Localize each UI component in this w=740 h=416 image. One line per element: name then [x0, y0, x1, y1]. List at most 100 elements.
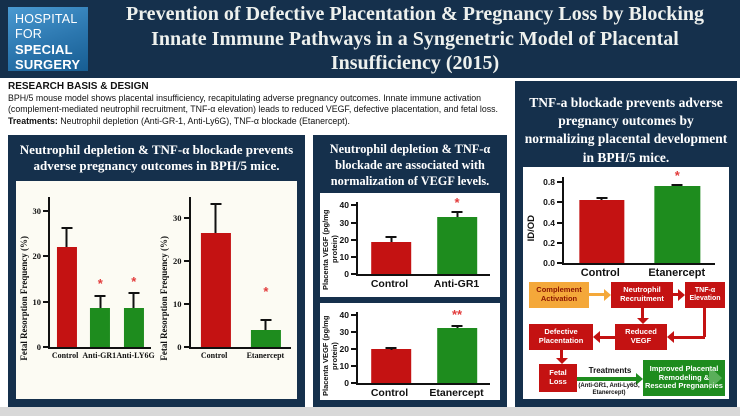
bar-Control	[371, 242, 411, 274]
panel-fetal-resorption: Neutrophil depletion & TNF-α blockade pr…	[8, 135, 305, 407]
vegf-chart-etanercept-box: Placenta VEGF (pg/mg protein) 0 10 20 30 40 *…	[320, 303, 500, 400]
x-axis-labels: Control Etanercept	[189, 349, 292, 364]
chart-fetal-resorption-etanercept: Fetal Resorption Frequency (%) 0 10 20 30 * …	[157, 181, 298, 399]
y-tick-label: 10	[339, 251, 349, 262]
y-axis-label: ID/OD	[526, 215, 537, 242]
y-tick-label: 30	[32, 205, 42, 216]
x-axis-label-Etanercept: Etanercept	[429, 387, 484, 400]
y-tick-label: 10	[339, 361, 349, 372]
research-basis-section: RESEARCH BASIS & DESIGN BPH/5 mouse mode…	[8, 81, 510, 127]
y-tick: 20	[33, 251, 48, 261]
research-heading: RESEARCH BASIS & DESIGN	[8, 81, 149, 92]
y-tick-label: 40	[339, 200, 349, 211]
y-tick-label: 20	[339, 234, 349, 245]
treatments-line: Treatments: Neutrophil depletion (Anti-G…	[8, 116, 510, 127]
bar-Etanercept	[654, 186, 700, 263]
x-axis-label-Control: Control	[370, 278, 409, 290]
error-bar	[128, 292, 140, 308]
bar-group-Control	[564, 177, 640, 263]
y-tick: 20	[340, 235, 356, 245]
y-axis-label: Placenta VEGF (pg/mg protein)	[321, 315, 339, 397]
bar-group-Etanercept: *	[241, 197, 291, 347]
error-bar	[260, 319, 272, 330]
y-axis-label-column: Placenta VEGF (pg/mg protein)	[320, 202, 340, 297]
bar-Etanercept	[250, 329, 281, 347]
y-tick-label: 0.8	[543, 177, 555, 188]
y-tick: 20	[340, 344, 356, 354]
treatments-arrow-label: Treatments	[588, 366, 632, 375]
y-tick: 40	[340, 310, 356, 320]
significance-asterisk: *	[97, 276, 103, 292]
bar-Control	[200, 233, 231, 347]
x-axis-labels: Control Etanercept	[562, 265, 715, 280]
x-axis-label-Etanercept: Etanercept	[648, 267, 706, 279]
bar-group-Etanercept: **	[424, 307, 490, 384]
bar-Control	[56, 247, 77, 347]
panel-left-chart-area: Fetal Resorption Frequency (%) 0 10 20 30 * *…	[16, 181, 297, 399]
error-bar	[61, 226, 73, 247]
neutrophil-recruitment-box: Neutrophil Recruitment	[611, 282, 673, 308]
bar-Control	[579, 200, 625, 263]
y-axis-label: Placenta VEGF (pg/mg protein)	[321, 209, 339, 290]
significance-asterisk: *	[263, 283, 269, 299]
y-tick-label: 0.2	[543, 237, 555, 248]
y-tick-label: 40	[339, 310, 349, 321]
logo-line-surgery: SURGERY	[15, 56, 81, 72]
plot-area: 0 10 20 30 * *	[33, 197, 151, 352]
panel-vegf: Neutrophil depletion & TNF-α blockade ar…	[313, 135, 507, 407]
y-tick-label: 20	[173, 256, 182, 267]
y-tick-label: 0.6	[543, 197, 555, 208]
bar-Anti-GR1	[90, 308, 111, 347]
header-bar: HOSPITAL FOR SPECIAL SURGERY Prevention …	[0, 0, 740, 78]
logo-line-special: SPECIAL	[15, 41, 73, 57]
bar-group-Control	[50, 197, 83, 347]
plot-area: 0 10 20 30 40 *	[340, 196, 490, 279]
y-tick: 0.2	[543, 238, 562, 248]
x-axis-label-Control: Control	[580, 267, 620, 279]
y-axis-label: Fetal Resorption Frequency (%)	[159, 235, 169, 361]
arrow-complement-to-neutrophil	[589, 288, 611, 301]
chart-idod: ID/OD 0.0 0.2 0.4 0.6 0.8 * Control Etanercept	[523, 167, 729, 280]
fetal-loss-box: Fetal Loss	[539, 364, 577, 392]
chart-vegf-etanercept: Placenta VEGF (pg/mg protein) 0 10 20 30 40 *…	[320, 303, 500, 400]
y-tick-label: 30	[173, 213, 182, 224]
y-tick: 10	[340, 361, 356, 371]
defective-placentation-box: Defective Placentation	[529, 324, 593, 350]
significance-asterisk: **	[451, 307, 463, 323]
bottom-edge-strip	[0, 407, 740, 416]
x-axis-label-Etanercept: Etanercept	[246, 351, 285, 360]
bar-group-Anti-GR1: *	[83, 197, 116, 347]
significance-asterisk: *	[454, 194, 460, 210]
x-axis-label-Anti-LY6G: Anti-LY6G	[116, 351, 155, 360]
arrow-vegf-to-defective	[593, 331, 615, 343]
connector-tnf-down	[703, 308, 706, 337]
logo-line-hospital: HOSPITAL	[15, 12, 78, 26]
y-tick-label: 0	[344, 269, 349, 279]
reduced-vegf-box: Reduced VEGF	[615, 324, 667, 350]
error-bar	[385, 236, 397, 242]
y-tick-label: 10	[173, 299, 182, 310]
y-tick: 0	[344, 269, 356, 279]
bar-group-Etanercept: *	[640, 169, 716, 263]
y-tick: 30	[340, 218, 356, 228]
y-tick: 0	[177, 342, 189, 352]
y-tick: 0	[344, 378, 356, 388]
arrow-tnf-to-vegf	[667, 331, 705, 343]
y-tick: 0	[37, 342, 48, 352]
y-axis-label-column: Placenta VEGF (pg/mg protein)	[320, 312, 340, 400]
bar-Anti-GR1	[437, 217, 477, 274]
y-tick-label: 30	[339, 327, 349, 338]
significance-asterisk: *	[674, 168, 680, 184]
y-axis-label-column: Fetal Resorption Frequency (%)	[157, 197, 172, 399]
y-tick: 30	[340, 327, 356, 337]
page-title: Prevention of Defective Placentation & P…	[125, 3, 705, 75]
x-axis-label-Control: Control	[51, 351, 79, 360]
significance-asterisk: *	[131, 273, 137, 289]
x-axis-label-Control: Control	[200, 351, 228, 360]
panel-right-content: ID/OD 0.0 0.2 0.4 0.6 0.8 * Control Etanercept…	[523, 167, 729, 399]
bar-group-Control	[191, 197, 241, 347]
y-axis-label-column: Fetal Resorption Frequency (%)	[16, 197, 31, 399]
complement-activation-box: Complement Activation	[529, 282, 589, 308]
y-tick: 20	[173, 256, 189, 266]
y-tick: 10	[173, 299, 189, 309]
